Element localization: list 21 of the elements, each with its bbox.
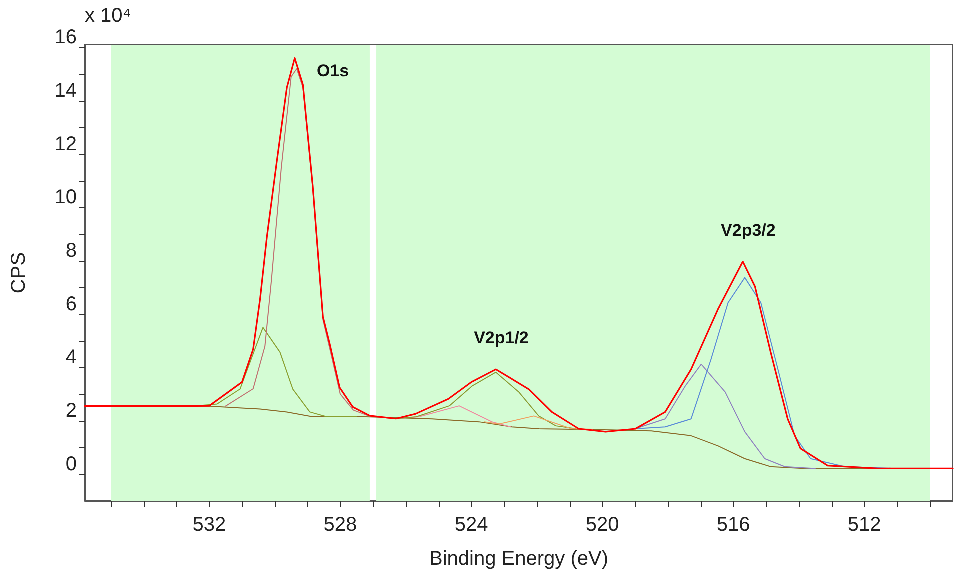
text: x 10⁴ — [85, 5, 132, 27]
annotation: V2p3/2 — [721, 220, 776, 240]
x-tick-label: 512 — [848, 514, 882, 536]
x-tick-label: 528 — [324, 514, 358, 536]
y-tick-label: 4 — [66, 346, 77, 369]
x-tick-label: 532 — [192, 514, 226, 536]
annotation: V2p1/2 — [474, 328, 529, 348]
y-tick-label: 12 — [54, 133, 77, 156]
y-tick-label: 0 — [66, 453, 77, 476]
y-tick-label: 10 — [54, 186, 77, 209]
y-tick-label: 16 — [54, 26, 77, 49]
y-tick-label: 14 — [54, 80, 77, 102]
y-tick-label: 6 — [66, 293, 77, 316]
x-tick-label: 516 — [716, 514, 750, 536]
y-tick-label: 2 — [66, 400, 77, 422]
x-tick-label: 524 — [454, 514, 488, 536]
annotation: O1s — [316, 61, 350, 80]
y-tick-label: 8 — [66, 240, 77, 262]
x-axis-title: Binding Energy (eV) — [430, 548, 608, 570]
x-tick-label: 520 — [586, 514, 620, 536]
y-axis-title: CPS — [8, 252, 30, 294]
